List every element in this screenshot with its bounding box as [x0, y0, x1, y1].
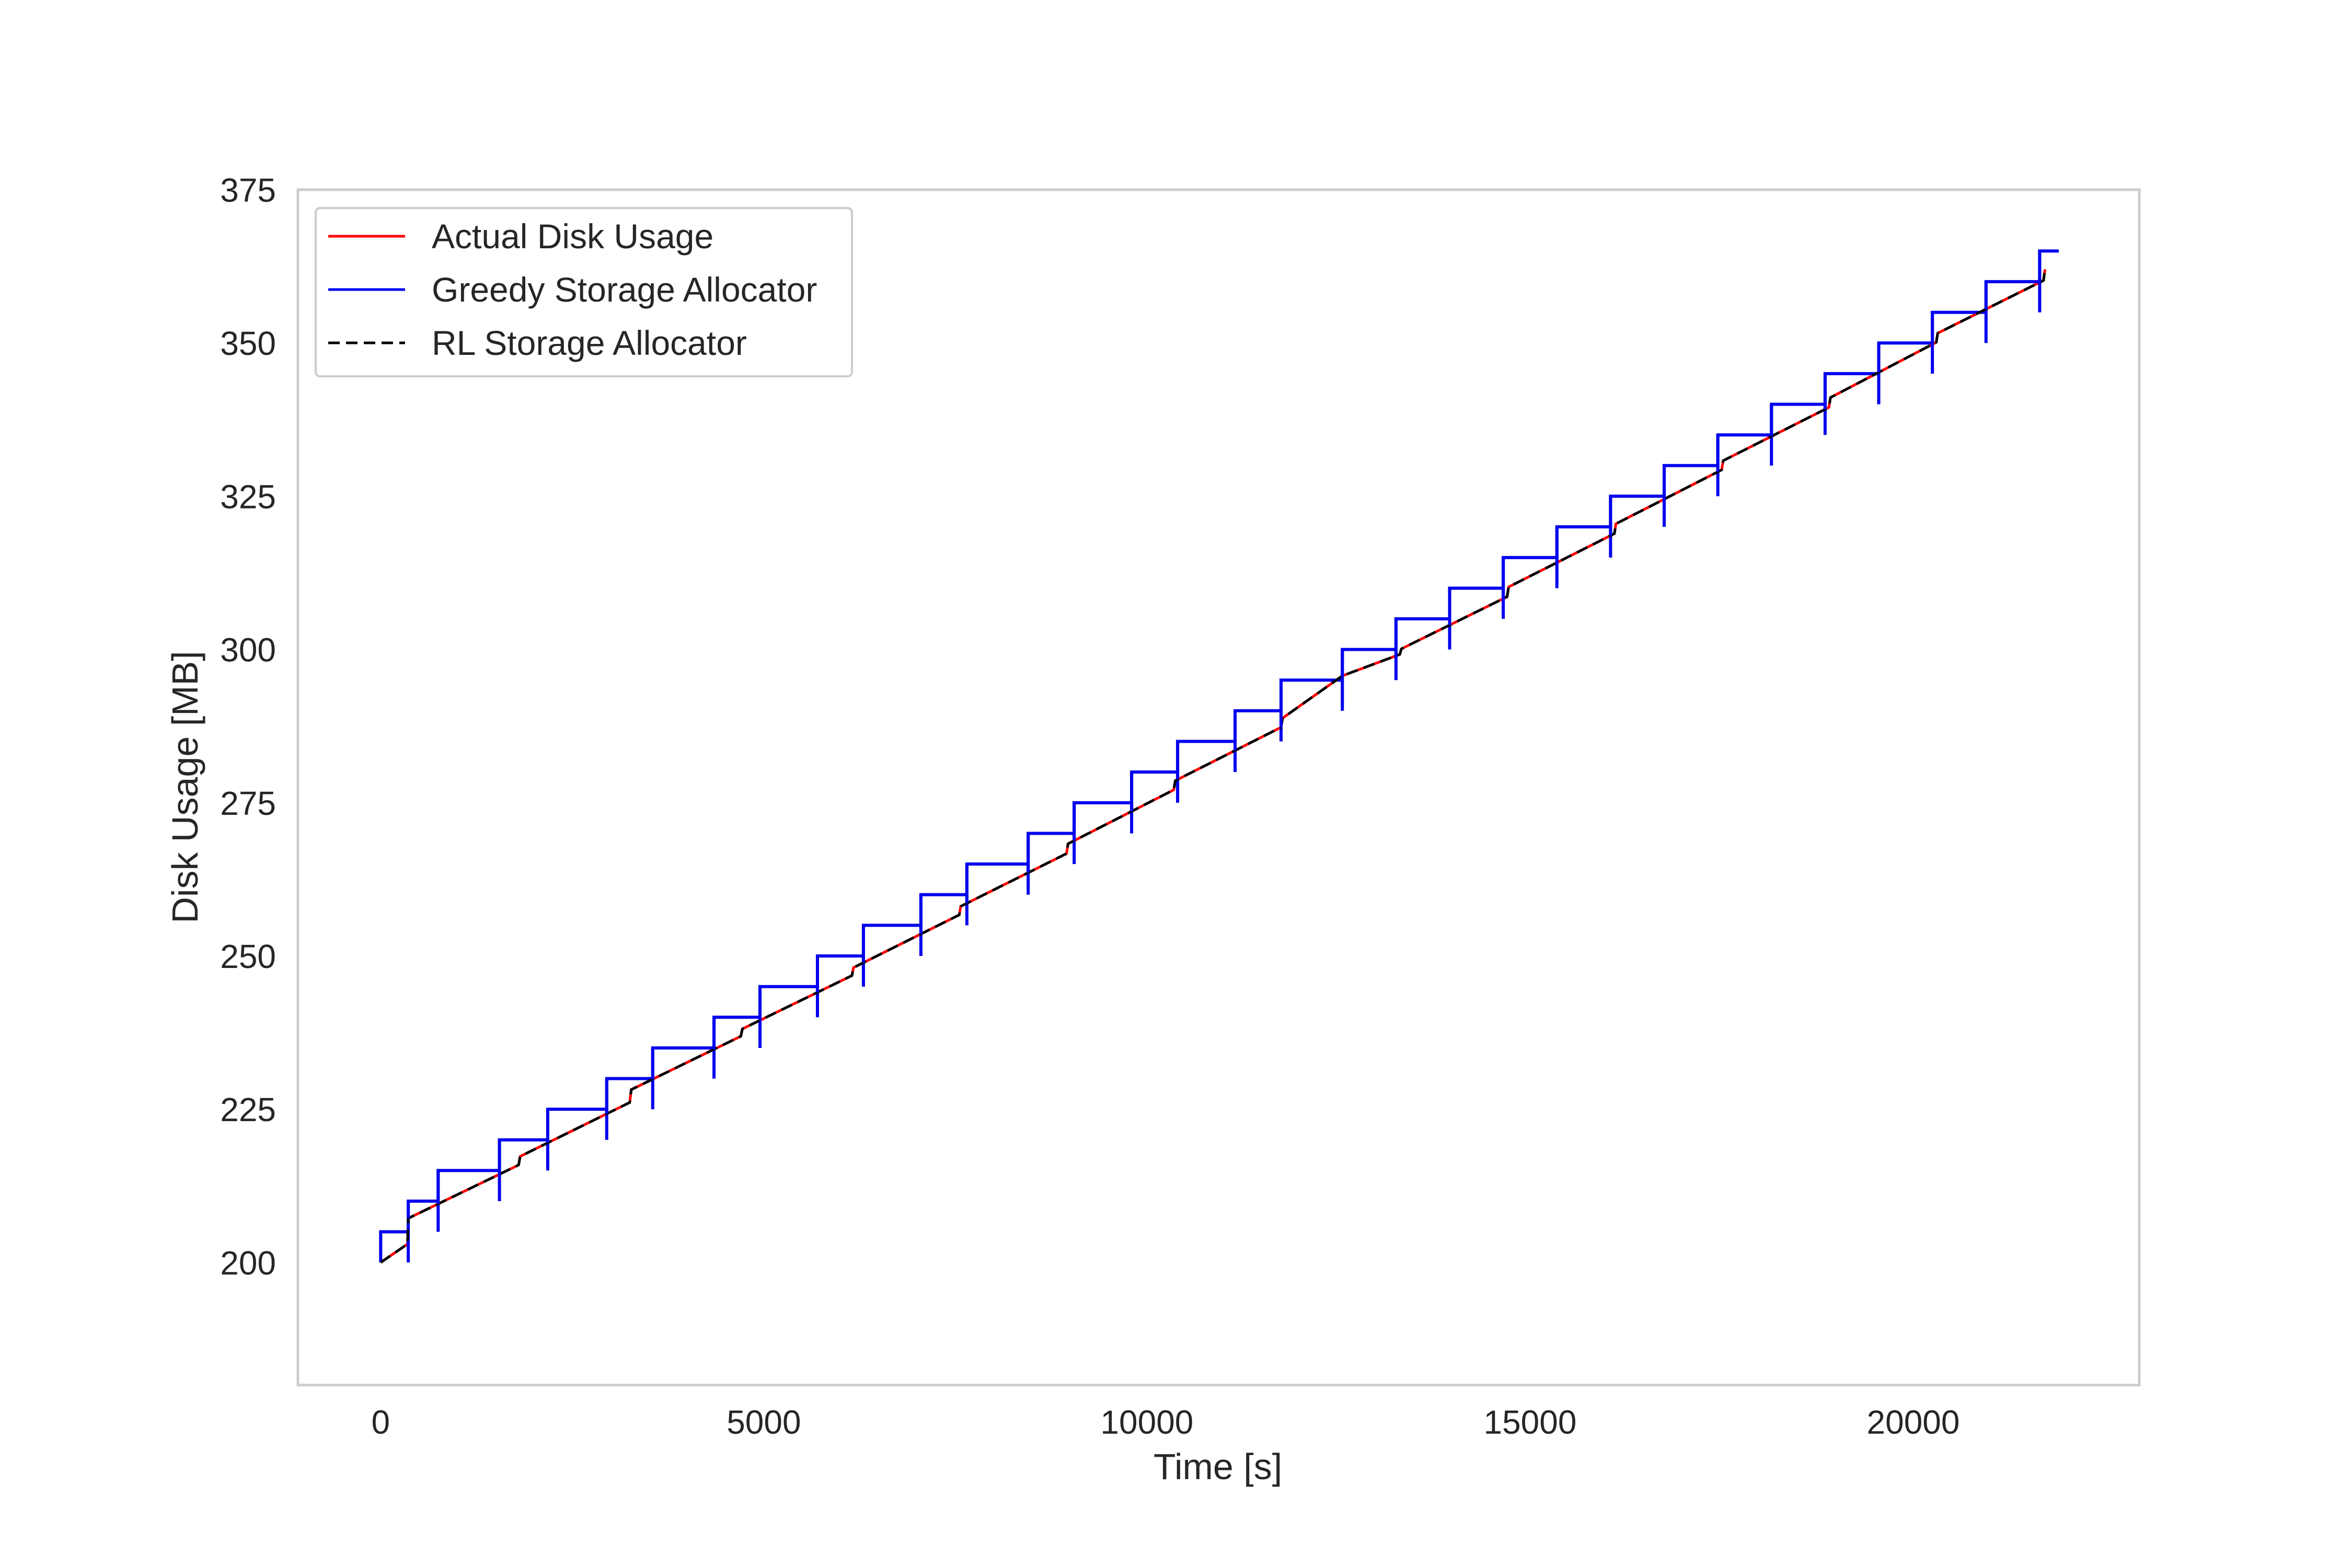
- series-rl-storage-allocator: [379, 269, 2047, 1264]
- legend-label-actual: Actual Disk Usage: [432, 217, 713, 256]
- x-tick-label: 20000: [1867, 1403, 1960, 1441]
- legend-box: [315, 207, 853, 377]
- x-tick-label: 10000: [1100, 1403, 1193, 1441]
- series-greedy-step-risers: [407, 251, 2042, 1218]
- x-tick-labels: 0 5000 10000 15000 20000: [372, 1403, 1960, 1441]
- y-axis-label: Disk Usage [MB]: [165, 651, 205, 923]
- y-tick-label: 375: [220, 171, 276, 209]
- x-axis-label: Time [s]: [1154, 1446, 1282, 1487]
- legend: Actual Disk Usage Greedy Storage Allocat…: [315, 207, 853, 377]
- y-tick-label: 350: [220, 325, 276, 362]
- x-tick-label: 5000: [727, 1403, 801, 1441]
- y-tick-labels: 200 225 250 275 300 325 350 375: [220, 171, 276, 1282]
- y-tick-label: 275: [220, 785, 276, 822]
- y-tick-label: 200: [220, 1244, 276, 1282]
- x-tick-label: 0: [372, 1403, 390, 1441]
- series-layer: [379, 249, 2059, 1264]
- x-tick-label: 15000: [1483, 1403, 1576, 1441]
- y-tick-label: 300: [220, 631, 276, 669]
- y-tick-label: 250: [220, 938, 276, 975]
- legend-label-greedy: Greedy Storage Allocator: [432, 270, 817, 309]
- plot-area: [296, 188, 2141, 1387]
- y-tick-label: 225: [220, 1091, 276, 1128]
- y-tick-label: 325: [220, 478, 276, 515]
- legend-label-rl: RL Storage Allocator: [432, 324, 747, 362]
